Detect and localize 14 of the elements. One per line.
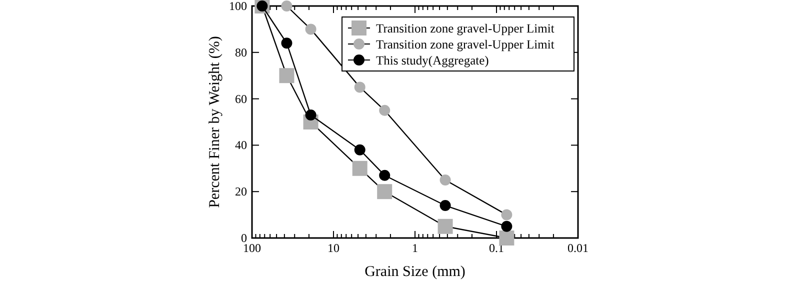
y-tick-label: 0 [241, 231, 247, 245]
y-tick-label: 100 [229, 0, 247, 13]
x-tick-label: 10 [328, 241, 340, 255]
legend-label: This study(Aggregate) [376, 54, 489, 68]
y-axis-title: Percent Finer by Weight (%) [207, 36, 223, 208]
x-tick-label: 1 [412, 241, 418, 255]
y-tick-label: 60 [235, 92, 247, 106]
x-tick-label: 0.01 [568, 241, 588, 255]
y-tick-label: 20 [235, 184, 247, 199]
y-tick-label: 40 [235, 138, 247, 152]
y-tick-label: 80 [235, 45, 247, 60]
legend-label: Transition zone gravel-Upper Limit [376, 38, 555, 52]
x-axis-title: Grain Size (mm) [364, 264, 466, 280]
legend-label: Transition zone gravel-Upper Limit [376, 22, 555, 36]
